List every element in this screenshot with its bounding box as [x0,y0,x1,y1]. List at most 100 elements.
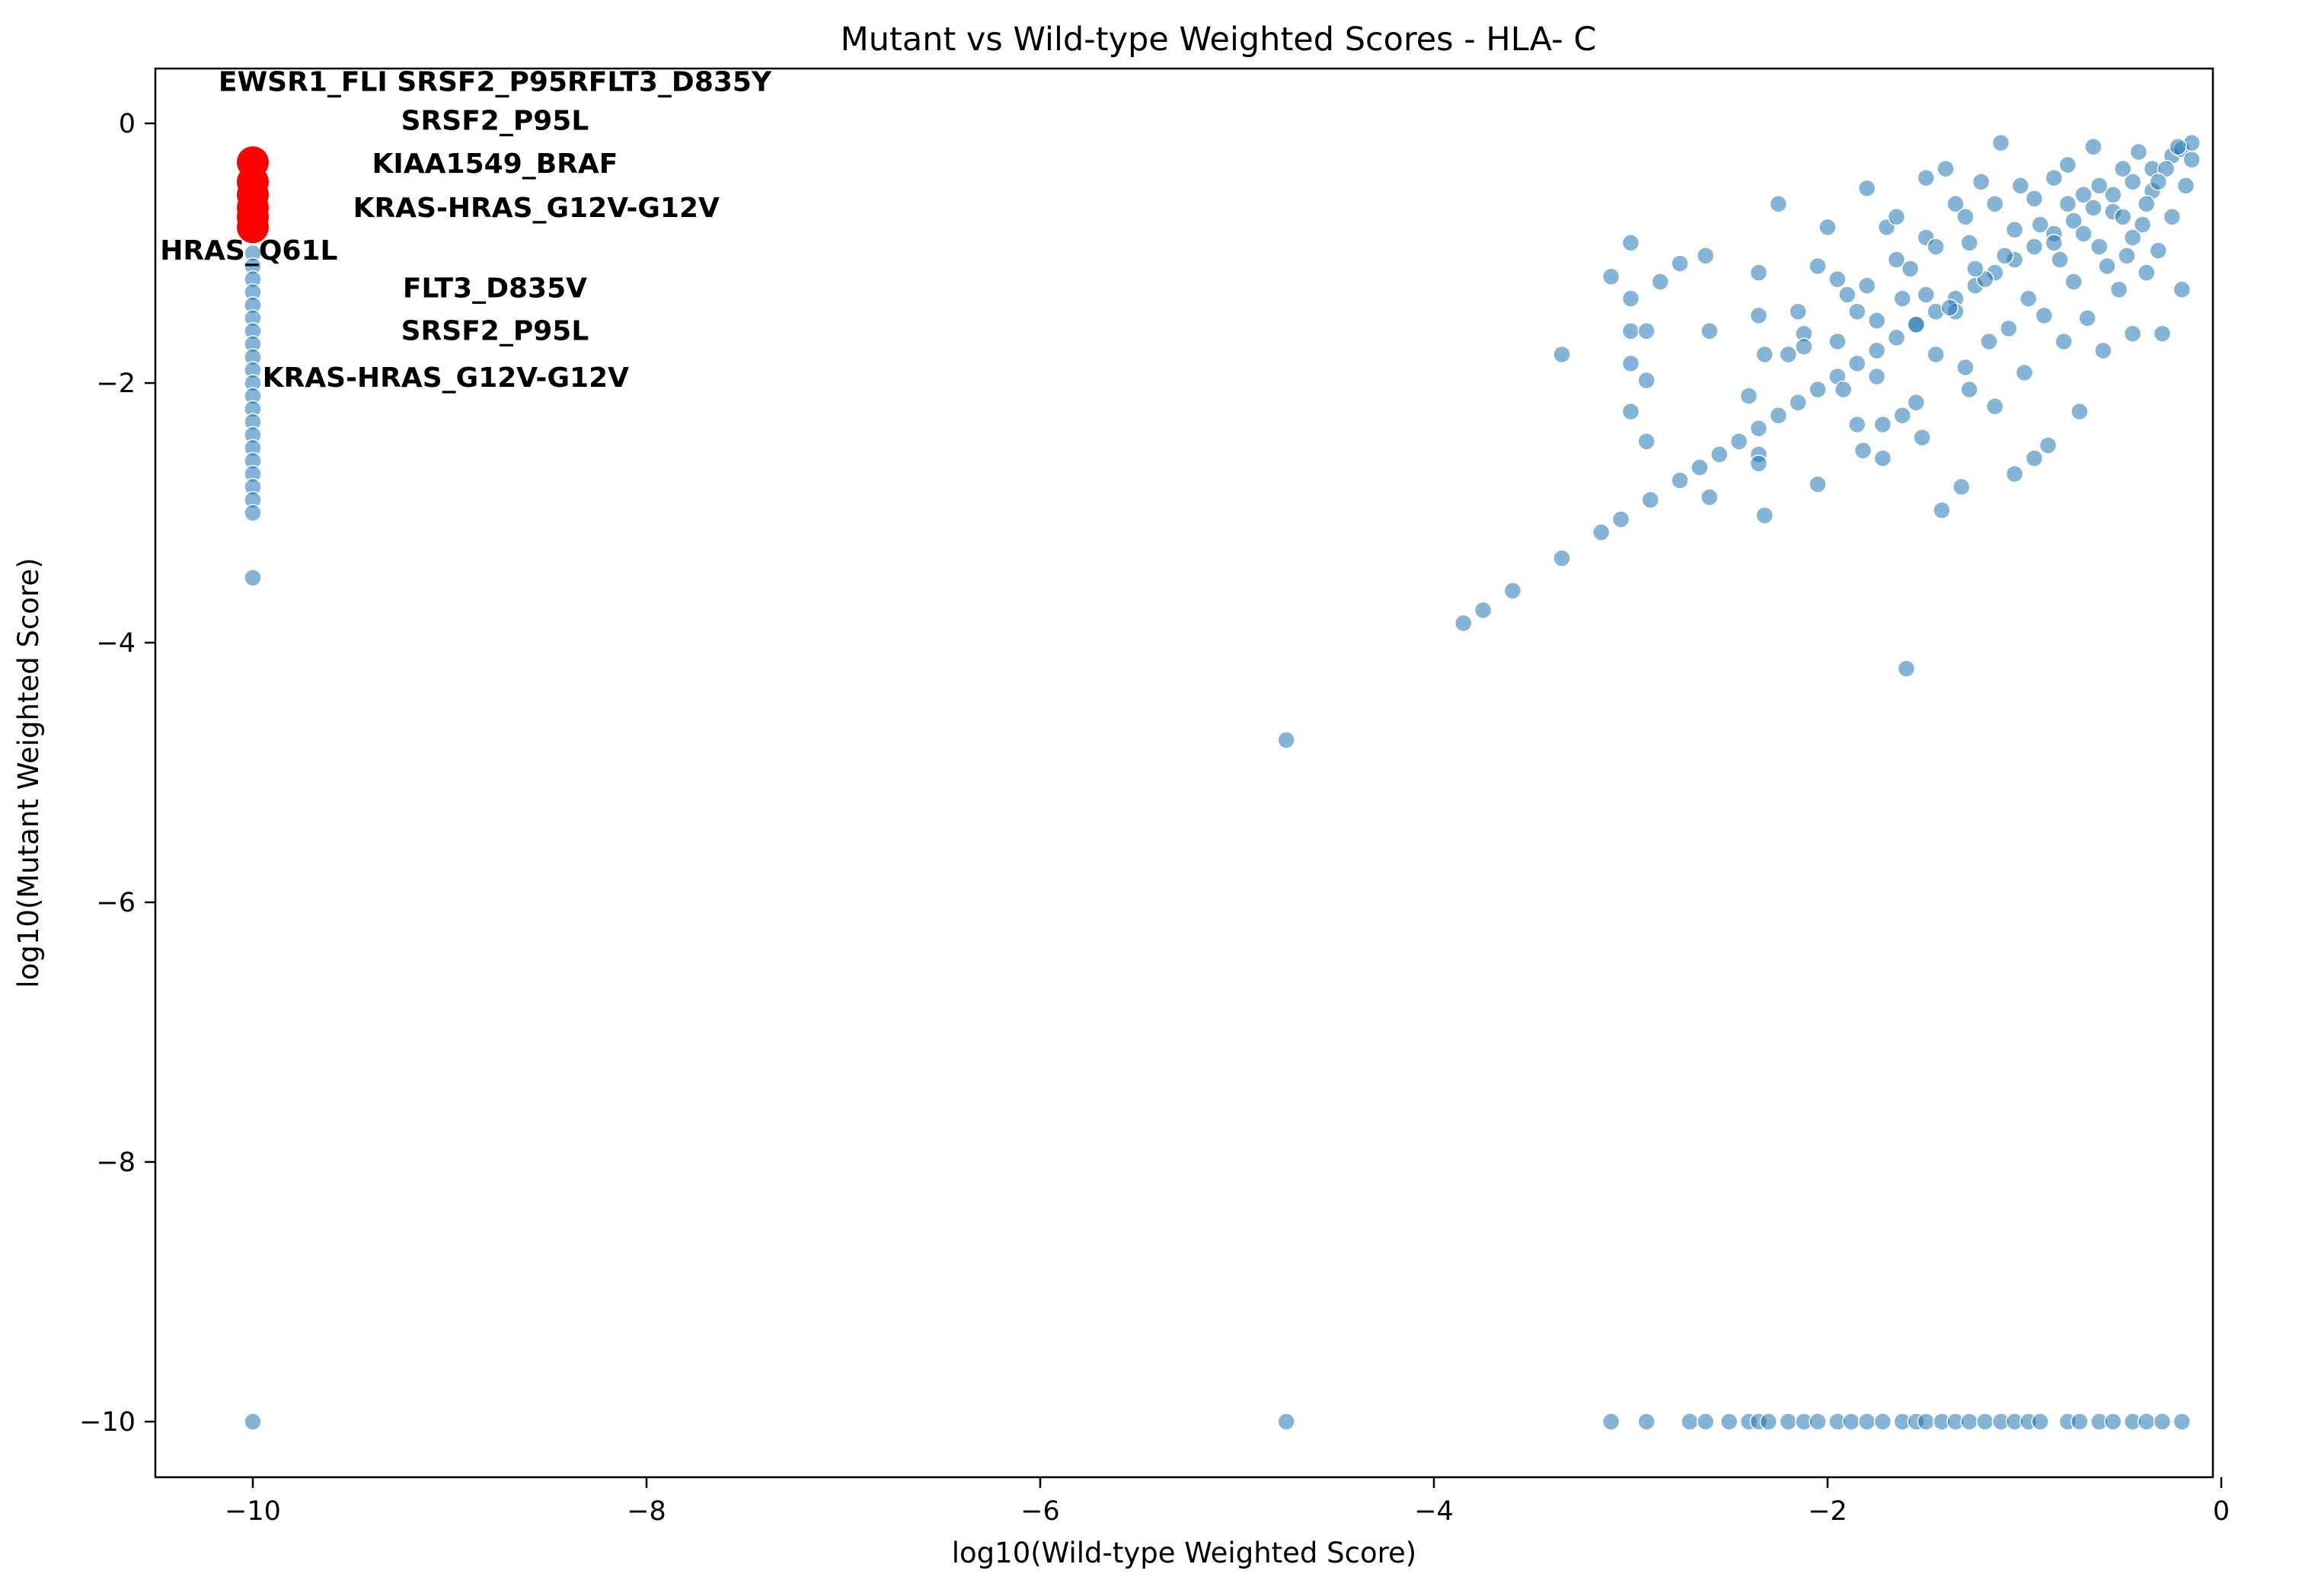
y-tick-label: −4 [96,628,136,659]
data-point [2149,172,2168,191]
data-point [1795,337,1813,356]
data-point [244,569,262,587]
data-point [2149,241,2168,260]
data-point [1637,371,1655,390]
data-point [1976,1412,1994,1431]
data-point [1917,286,1935,304]
data-point [1907,393,1926,412]
data-point [2129,142,2148,161]
point-annotation: SRSF2_P95L [401,316,589,347]
data-point [1621,402,1640,421]
data-point [1779,1412,1798,1431]
data-point [2011,177,2030,195]
data-point [1966,260,1984,278]
data-point [1873,1412,1892,1431]
data-point [1887,251,1906,269]
data-point [1940,298,1959,317]
data-point [1828,332,1847,351]
y-tick-label: −2 [96,369,136,399]
data-point [1720,1412,1738,1431]
data-point [1749,263,1768,282]
data-point [1960,1412,1978,1431]
data-point [1893,406,1911,425]
x-axis: −10 −8 −6 −4 −2 0 [225,1477,2230,1527]
data-point [1651,273,1670,291]
x-tick-label: −6 [1020,1496,1060,1527]
data-point [1789,393,1807,412]
data-point [2051,251,2069,269]
data-point [2045,168,2064,187]
data-point [1946,194,1965,213]
points-layer [244,133,2201,1431]
data-point [2114,208,2132,226]
data-point [1601,267,1620,286]
data-point [1985,397,2004,416]
data-point [1621,322,1640,340]
data-point [2169,137,2187,156]
data-point [2138,194,2156,213]
data-point [1838,286,1857,304]
data-point [1503,582,1522,600]
data-point [1809,257,1827,276]
point-annotation: SRSF2_P95L [401,106,589,137]
data-point [1873,449,1892,468]
data-point [1789,302,1807,321]
data-point [1769,194,1788,213]
data-point [2074,225,2093,243]
data-point [2039,436,2058,455]
data-point [2123,172,2142,191]
data-point [1769,406,1788,425]
data-point [1867,367,1886,386]
data-point [2019,289,2038,308]
point-annotation: FLT3_D835V [403,273,587,304]
data-point [1621,234,1640,252]
data-point [2173,1412,2192,1431]
data-point [2000,319,2018,338]
data-point [1553,549,1571,567]
point-annotation: KRAS-HRAS_G12V-G12V [263,362,629,394]
data-point [2005,464,2024,484]
data-point [2071,1412,2089,1431]
data-point [2173,280,2192,298]
data-point [2035,306,2054,325]
data-point [1700,322,1719,340]
data-point [1729,432,1748,451]
y-tick-label: −10 [79,1407,136,1438]
data-point [1828,270,1847,289]
data-point [1857,179,1876,197]
data-point [1749,306,1768,325]
data-point [2090,238,2109,256]
data-point [2133,215,2152,234]
data-point [1917,1412,1935,1431]
data-point [1853,441,1873,460]
y-tick-label: 0 [119,109,136,139]
data-point [1755,345,1774,364]
plot-frame [154,67,2214,1479]
y-axis-label: log10(Mutant Weighted Score) [12,557,45,988]
data-point [1696,247,1715,265]
point-annotation: KRAS-HRAS_G12V-G12V [353,193,720,224]
data-point [2153,324,2172,343]
data-point [1454,614,1473,633]
chart-title: Mutant vs Wild-type Weighted Scores - HL… [841,21,1597,59]
annotation-layer: EWSR1_FLI SRSF2_P95RFLT3_D835Y SRSF2_P95L… [160,66,772,394]
data-point [1681,1412,1699,1431]
data-point [2123,324,2142,343]
x-tick-label: −10 [225,1496,281,1527]
data-point [1739,387,1758,405]
data-point [1700,488,1719,506]
data-point [2025,449,2044,468]
x-tick-label: −2 [1808,1496,1847,1527]
data-point [2138,263,2156,282]
data-point [1592,523,1611,541]
data-point [1913,428,1931,447]
data-point [1611,510,1630,528]
data-point [1857,276,1876,295]
x-tick-label: −8 [627,1496,666,1527]
data-point [1887,328,1906,347]
data-point [1641,490,1660,509]
data-point [1779,345,1798,364]
data-point [2058,155,2077,174]
data-point [1848,354,1866,373]
